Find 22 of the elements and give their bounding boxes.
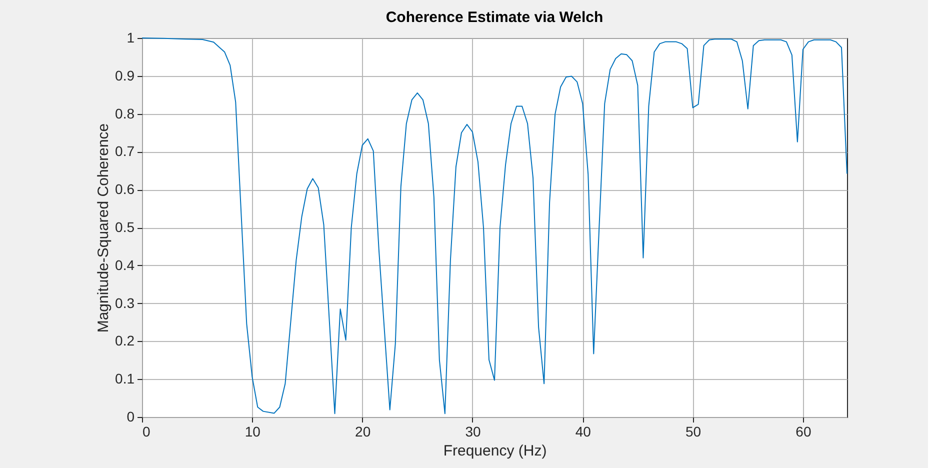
x-tick-label: 0 [142, 424, 150, 440]
y-tick-label: 0 [126, 408, 135, 424]
y-tick-label: 0.4 [115, 256, 135, 273]
y-tick-label: 0.1 [115, 370, 135, 387]
x-tick-label: 30 [465, 424, 481, 440]
y-tick-label: 0.5 [115, 219, 135, 235]
x-axis-title: Frequency (Hz) [443, 442, 547, 460]
y-tick-label: 1 [126, 30, 135, 46]
y-tick-label: 0.3 [115, 294, 135, 311]
y-tick-label: 0.6 [115, 181, 135, 198]
x-tick-label: 50 [685, 424, 702, 440]
x-tick-label: 60 [796, 424, 812, 440]
chart-title: Coherence Estimate via Welch [386, 9, 604, 26]
x-tick-label: 10 [244, 424, 261, 440]
line-series [142, 38, 848, 414]
y-tick-label: 0.8 [115, 105, 135, 122]
y-tick-label: 0.2 [115, 332, 135, 349]
y-axis-title: Magnitude-Squared Coherence [95, 123, 112, 333]
y-tick-label: 0.9 [115, 67, 135, 84]
x-tick-label: 40 [575, 424, 592, 440]
y-tick-label: 0.7 [115, 143, 135, 160]
x-tick-label: 20 [355, 424, 371, 440]
